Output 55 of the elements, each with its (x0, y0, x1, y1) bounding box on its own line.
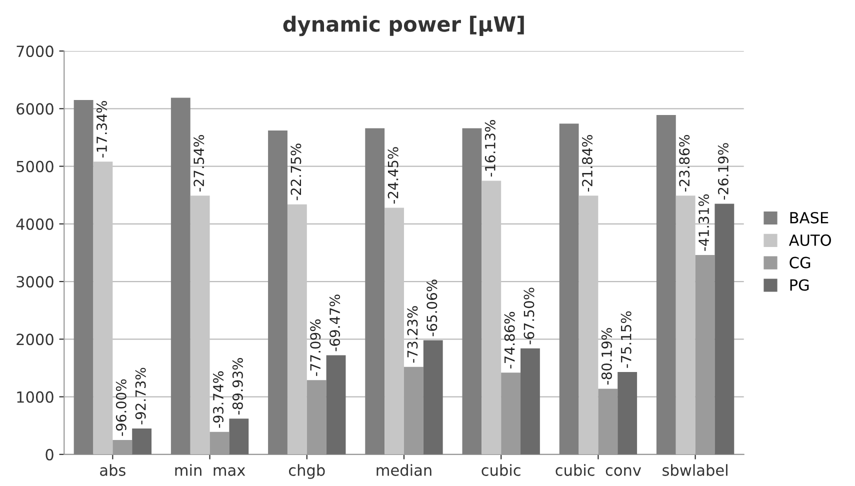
y-tick-label: 0 (46, 448, 54, 460)
x-tick-label: min max (175, 464, 246, 476)
y-tick-label: 5000 (16, 160, 54, 172)
bar (365, 128, 385, 454)
annotation: -74.86% (504, 312, 515, 368)
bar (74, 100, 94, 454)
annotation: -67.50% (524, 288, 534, 344)
bar (462, 128, 482, 454)
annotation: -92.73% (135, 368, 146, 424)
x-tick-label: median (376, 464, 432, 476)
annotation: -24.45% (388, 147, 398, 204)
annotation: -17.34% (96, 101, 107, 158)
y-tick-label: 6000 (16, 103, 54, 115)
annotation: -93.74% (213, 371, 224, 428)
annotation: -69.47% (330, 294, 340, 352)
annotation: -80.19% (601, 328, 612, 385)
bar (268, 130, 288, 454)
bar (423, 340, 443, 454)
bar (714, 204, 734, 454)
annotation: -65.06% (426, 280, 438, 336)
annotation: -23.86% (679, 135, 690, 192)
x-tick-label: sbwlabel (662, 464, 728, 476)
bar (326, 355, 346, 454)
legend-label: CG (790, 256, 810, 268)
y-tick-label: 7000 (16, 45, 54, 58)
legend-label: BASE (790, 212, 828, 224)
legend-label: PG (790, 279, 809, 291)
y-tick-label: 2000 (16, 334, 54, 346)
annotation: -75.15% (620, 311, 632, 368)
annotation: -27.54% (194, 135, 204, 192)
annotation: -89.93% (232, 358, 243, 415)
annotation: -16.13% (484, 120, 496, 177)
bar (656, 114, 676, 454)
y-tick-label: 1000 (17, 391, 54, 403)
annotation: -77.09% (310, 319, 321, 376)
bar (132, 428, 152, 454)
annotation: -21.84% (582, 135, 593, 192)
bar (229, 418, 249, 454)
legend-label: AUTO (788, 234, 831, 246)
chart-title: dynamic power [μW] (283, 16, 524, 36)
x-tick-label: cubic conv (556, 464, 642, 476)
bar (170, 98, 190, 454)
annotation: -41.31% (698, 194, 710, 251)
y-tick-label: 3000 (16, 276, 54, 288)
annotation: -26.19% (718, 143, 728, 200)
bar (520, 348, 540, 454)
x-tick-label: abs (100, 464, 126, 476)
bar (618, 372, 638, 454)
bar (559, 124, 579, 454)
annotation: -73.23% (407, 306, 418, 363)
annotation: -96.00% (116, 379, 126, 436)
x-tick-label: chgb (288, 464, 325, 479)
annotation: -22.75% (290, 144, 302, 200)
y-tick-label: 4000 (16, 218, 54, 230)
x-tick-label: cubic (482, 464, 520, 476)
